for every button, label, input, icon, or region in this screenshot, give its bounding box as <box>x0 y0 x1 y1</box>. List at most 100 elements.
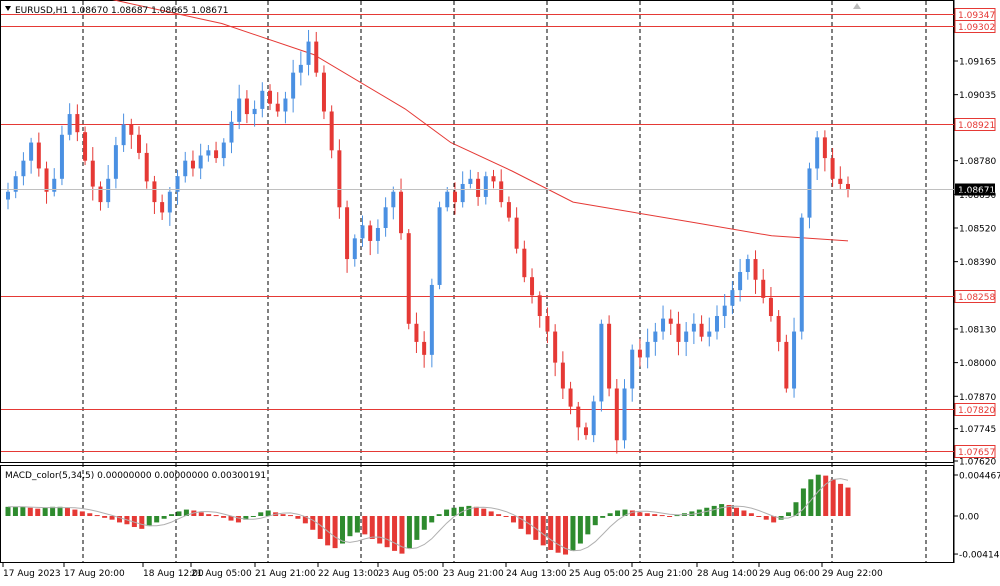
candle-body <box>776 316 781 342</box>
macd-bar <box>466 505 472 516</box>
macd-bar <box>548 516 554 550</box>
candle-body <box>190 160 195 169</box>
candle-body <box>244 98 249 115</box>
time-tick-label: 29 Aug 22:00 <box>822 569 883 579</box>
price-tick-label: 1.07620 <box>959 458 996 468</box>
macd-bar <box>496 514 502 516</box>
candle-body <box>514 217 519 249</box>
triangle-down-icon[interactable] <box>5 6 11 11</box>
candle-body <box>583 427 588 436</box>
candle-body <box>329 111 334 151</box>
macd-bar <box>406 516 412 549</box>
macd-bar <box>414 516 420 540</box>
time-tick-label: 21 Aug 21:00 <box>255 569 316 579</box>
candle-body <box>684 331 689 342</box>
candle-body <box>13 176 18 192</box>
macd-bar <box>622 509 628 516</box>
macd-bar <box>473 506 479 516</box>
macd-bar <box>347 516 353 537</box>
candle-body <box>491 176 496 182</box>
macd-bar <box>830 479 836 516</box>
candle-body <box>807 168 812 218</box>
triangle-up-icon[interactable] <box>853 3 861 9</box>
macd-tick-label: 0.0044674 <box>959 472 1000 482</box>
candle-body <box>314 41 319 73</box>
candle-body <box>468 178 473 184</box>
macd-bar <box>79 511 85 516</box>
candle-body <box>830 158 835 179</box>
candle-body <box>699 323 704 337</box>
macd-bar <box>362 516 368 535</box>
macd-bar <box>444 509 450 516</box>
macd-bar <box>674 515 680 517</box>
time-tick-label: 23 Aug 21:00 <box>443 569 504 579</box>
macd-bar <box>183 509 189 516</box>
candle-body <box>815 137 820 169</box>
candle-body <box>137 134 142 153</box>
macd-bar <box>458 506 464 516</box>
vertical-grid <box>82 1 927 562</box>
candle-body <box>160 202 165 213</box>
macd-bar <box>592 516 598 526</box>
candle-body <box>414 323 419 342</box>
candle-body <box>399 191 404 234</box>
candle-body <box>6 191 10 200</box>
macd-bar <box>733 507 739 516</box>
macd-bar <box>354 516 360 533</box>
candle-body <box>761 279 766 298</box>
time-tick-label: 29 Aug 06:00 <box>759 569 820 579</box>
candle-body <box>452 191 457 203</box>
candle-body <box>522 248 527 278</box>
macd-bar <box>510 516 516 523</box>
candle-body <box>306 41 311 65</box>
candle-body <box>599 323 604 402</box>
candle-body <box>129 124 134 135</box>
macd-bar <box>12 506 18 516</box>
macd-bar <box>295 516 301 519</box>
macd-bar <box>741 510 747 516</box>
candle-body <box>476 178 481 197</box>
macd-bar <box>384 516 390 548</box>
candle-body <box>630 349 635 389</box>
candle-body <box>645 341 650 358</box>
candle-body <box>545 316 550 332</box>
candle-body <box>745 259 750 273</box>
macd-bar <box>429 516 435 523</box>
macd-bar <box>35 508 41 516</box>
macd-bar <box>555 516 561 553</box>
candle-body <box>167 191 172 213</box>
level-label: 1.07820 <box>958 406 995 416</box>
macd-bar <box>57 506 63 516</box>
candle-body <box>183 160 188 177</box>
candle-body <box>768 297 773 317</box>
candle-body <box>152 181 157 203</box>
candle-body <box>298 64 303 73</box>
macd-bar <box>169 514 175 516</box>
current-price-label: 1.08671 <box>958 186 995 196</box>
candle-body <box>221 142 226 159</box>
candle-body <box>506 202 511 218</box>
candle-body <box>375 227 380 241</box>
candle-body <box>422 341 427 355</box>
macd-bar <box>815 474 821 516</box>
candle-body <box>44 168 49 192</box>
candle-body <box>707 331 712 337</box>
macd-bar <box>154 516 160 523</box>
ma-line <box>112 0 849 242</box>
macd-bar <box>808 479 814 516</box>
candle-body <box>360 225 365 239</box>
candle-body <box>229 121 234 143</box>
macd-bar <box>399 516 405 554</box>
time-tick-label: 17 Aug 20:00 <box>64 569 125 579</box>
macd-bar <box>50 506 56 516</box>
level-tag <box>954 403 996 416</box>
macd-bar <box>42 507 48 516</box>
candle-body <box>352 238 357 260</box>
candle-body <box>260 90 265 109</box>
candle-body <box>614 388 619 441</box>
level-tag <box>954 290 996 303</box>
macd-label: MACD_color(5,34,5) 0.00000000 0.00000000… <box>5 471 266 481</box>
macd-bar <box>27 507 33 516</box>
candlesticks <box>6 29 850 454</box>
